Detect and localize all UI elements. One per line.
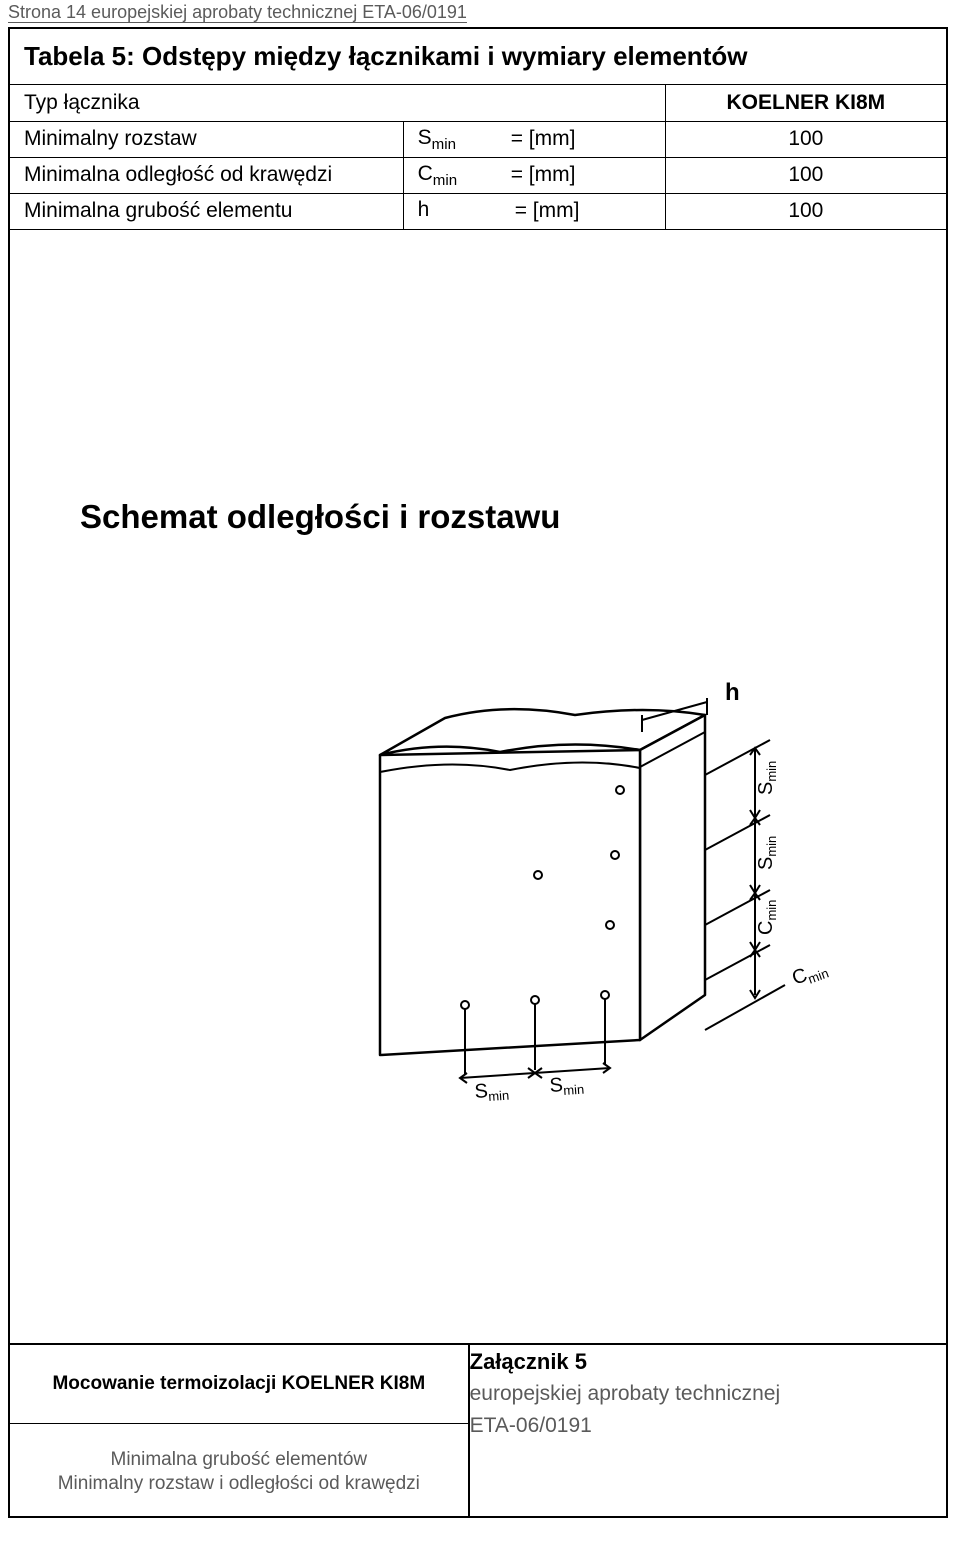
row-label: Minimalna grubość elementu — [10, 193, 403, 229]
label-smin-right-2: Smin — [755, 836, 779, 870]
table-row: Minimalna grubość elementu h = [mm] 100 — [10, 193, 946, 229]
header-value: KOELNER KI8M — [665, 85, 946, 121]
label-smin-bottom-1: Smin — [474, 1079, 510, 1105]
footer-left-description: Minimalna grubość elementów Minimalny ro… — [10, 1424, 468, 1516]
label-cmin-right-2: Cmin — [789, 957, 830, 992]
diagram-title: Schemat odległości i rozstawu — [80, 498, 560, 536]
attachment-code: ETA-06/0191 — [470, 1410, 946, 1442]
document-frame: Tabela 5: Odstępy między łącznikami i wy… — [8, 27, 948, 1518]
table-row: Minimalny rozstaw Smin = [mm] 100 — [10, 121, 946, 157]
row-symbol: Cmin — [403, 157, 497, 193]
attachment-line: europejskiej aprobaty technicznej — [470, 1378, 946, 1410]
header-label: Typ łącznika — [10, 85, 665, 121]
row-symbol: h — [403, 193, 497, 229]
row-symbol: Smin — [403, 121, 497, 157]
table-header-row: Typ łącznika KOELNER KI8M — [10, 85, 946, 121]
label-h: h — [725, 679, 740, 706]
spacing-diagram: h — [310, 660, 870, 1180]
diagram-area: Schemat odległości i rozstawu — [10, 230, 946, 1345]
label-smin-right-1: Smin — [755, 761, 779, 795]
label-cmin-right-1: Cmin — [755, 900, 779, 935]
table-title: Tabela 5: Odstępy między łącznikami i wy… — [10, 29, 946, 85]
footer-table: Mocowanie termoizolacji KOELNER KI8M Min… — [10, 1345, 946, 1516]
footer-product-title: Mocowanie termoizolacji KOELNER KI8M — [10, 1345, 468, 1424]
table-row: Minimalna odległość od krawędzi Cmin = [… — [10, 157, 946, 193]
row-unit: = [mm] — [497, 193, 665, 229]
row-value: 100 — [665, 193, 946, 229]
row-label: Minimalny rozstaw — [10, 121, 403, 157]
attachment-title: Załącznik 5 — [470, 1345, 946, 1378]
footer-attachment: Załącznik 5 europejskiej aprobaty techni… — [469, 1345, 946, 1516]
row-value: 100 — [665, 121, 946, 157]
row-value: 100 — [665, 157, 946, 193]
parameters-table: Typ łącznika KOELNER KI8M Minimalny rozs… — [10, 85, 946, 230]
page-header: Strona 14 europejskiej aprobaty technicz… — [0, 0, 960, 27]
row-label: Minimalna odległość od krawędzi — [10, 157, 403, 193]
row-unit: = [mm] — [497, 121, 665, 157]
label-smin-bottom-2: Smin — [549, 1073, 585, 1099]
row-unit: = [mm] — [497, 157, 665, 193]
